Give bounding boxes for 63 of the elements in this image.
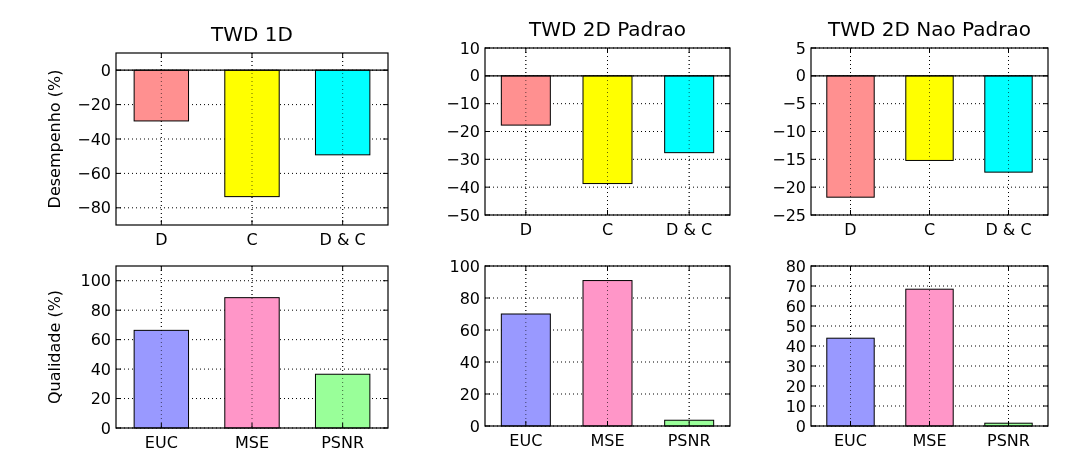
x-tick-label: PSNR [667, 431, 711, 450]
y-tick-label: 0 [795, 416, 806, 436]
x-tick-label: EUC [144, 433, 178, 452]
y-tick-label: 0 [100, 418, 111, 438]
y-tick-label: −40 [77, 129, 111, 149]
y-tick-label: 40 [785, 336, 806, 356]
x-tick-label: MSE [590, 431, 625, 450]
x-tick-label: PSNR [321, 433, 365, 452]
chart-title: TWD 2D Nao Padrao [827, 17, 1031, 41]
y-tick-label: −50 [446, 205, 480, 225]
x-tick-label: PSNR [987, 431, 1030, 450]
y-tick-label: 0 [100, 60, 111, 80]
y-tick-label: −60 [77, 164, 111, 183]
y-tick-label: 0 [469, 416, 480, 436]
y-tick-label: −25 [772, 205, 806, 225]
x-tick-label: D [844, 220, 857, 239]
y-tick-label: 50 [785, 316, 806, 336]
y-tick-label: −40 [446, 177, 480, 197]
y-tick-label: −15 [772, 149, 806, 169]
x-tick-label: C [923, 220, 936, 239]
x-tick-label: D [155, 230, 168, 249]
y-tick-label: −20 [772, 177, 806, 197]
chart-title: TWD 2D Padrao [527, 17, 687, 41]
y-tick-label: 40 [90, 359, 111, 379]
y-tick-label: −10 [446, 94, 480, 114]
x-tick-label: C [601, 220, 614, 239]
x-tick-label: D & C [319, 230, 366, 249]
x-tick-label: D & C [985, 220, 1032, 239]
y-axis-title: Qualidade (%) [45, 289, 64, 405]
y-tick-label: 20 [90, 389, 111, 409]
y-axis-title: Desempenho (%) [45, 69, 64, 209]
y-tick-label: 80 [90, 300, 111, 320]
y-tick-label: 10 [459, 38, 480, 58]
x-tick-label: MSE [234, 433, 270, 452]
y-tick-label: −20 [77, 95, 111, 115]
y-tick-label: 80 [459, 288, 480, 308]
y-tick-label: 60 [459, 320, 480, 340]
y-tick-label: 30 [785, 356, 806, 376]
y-tick-label: 10 [785, 396, 806, 416]
y-tick-label: 40 [459, 352, 480, 372]
y-tick-label: −20 [446, 122, 480, 142]
y-tick-label: −10 [772, 122, 806, 142]
x-tick-label: D [519, 220, 532, 239]
x-tick-label: D & C [666, 220, 713, 239]
chart-title: TWD 1D [210, 22, 293, 46]
y-tick-label: 60 [90, 330, 111, 350]
y-tick-label: 100 [449, 256, 480, 276]
x-tick-label: C [246, 230, 258, 249]
x-tick-label: EUC [834, 431, 867, 450]
y-tick-label: −5 [782, 94, 806, 114]
y-tick-label: 5 [795, 38, 806, 58]
y-tick-label: −30 [446, 149, 480, 169]
y-tick-label: 20 [459, 384, 480, 404]
y-tick-label: 100 [80, 271, 111, 291]
y-tick-label: −80 [77, 198, 111, 218]
y-tick-label: 80 [785, 256, 806, 276]
y-tick-label: 0 [795, 66, 806, 86]
y-tick-label: 60 [785, 296, 806, 316]
x-tick-label: MSE [912, 431, 947, 450]
y-tick-label: 70 [785, 276, 806, 296]
y-tick-label: 20 [785, 376, 806, 396]
x-tick-label: EUC [509, 431, 543, 450]
y-tick-label: 0 [469, 66, 480, 86]
